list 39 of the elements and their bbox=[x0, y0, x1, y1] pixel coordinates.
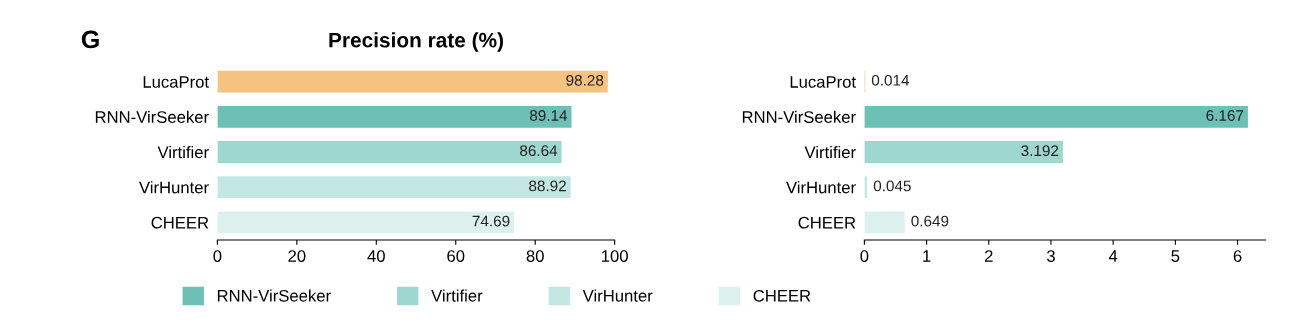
legend-label: VirHunter bbox=[582, 289, 653, 302]
x-tick-label: 0 bbox=[213, 250, 222, 262]
x-tick-label: 1 bbox=[923, 250, 931, 262]
data-label: 86.64 bbox=[520, 145, 558, 157]
x-tick-label: 40 bbox=[367, 250, 385, 262]
y-tick-label: CHEER bbox=[151, 216, 209, 229]
legend-label: Virtifier bbox=[431, 289, 483, 302]
x-tick-label: 5 bbox=[1171, 250, 1180, 262]
y-tick-label: LucaProt bbox=[143, 76, 209, 88]
y-tick-label: CHEER bbox=[798, 216, 856, 229]
text: G bbox=[81, 30, 99, 49]
chart-title: Precision rate (%) bbox=[329, 32, 503, 52]
data-label: 88.92 bbox=[529, 180, 566, 192]
x-tick-label: 2 bbox=[984, 250, 993, 262]
data-label: 0.045 bbox=[873, 180, 911, 192]
y-tick-label: Virtifier bbox=[157, 145, 209, 159]
x-tick-label: 60 bbox=[447, 250, 465, 262]
x-tick-label: 100 bbox=[602, 250, 628, 262]
data-label: 89.14 bbox=[529, 110, 568, 121]
y-tick-label: RNN-VirSeeker bbox=[95, 110, 209, 123]
y-tick-label: RNN-VirSeeker bbox=[742, 110, 856, 123]
legend-label: RNN-VirSeeker bbox=[217, 289, 331, 302]
y-tick-label: Virtifier bbox=[804, 145, 856, 159]
x-tick-label: 3 bbox=[1046, 250, 1055, 262]
x-tick-label: 20 bbox=[288, 250, 306, 262]
data-label: 6.167 bbox=[1206, 110, 1244, 121]
x-tick-label: 6 bbox=[1233, 250, 1242, 262]
y-tick-label: VirHunter bbox=[786, 181, 856, 194]
legend-label: CHEER bbox=[753, 289, 811, 302]
data-label: 0.014 bbox=[871, 74, 910, 86]
x-tick-label: 0 bbox=[860, 250, 869, 262]
y-tick-label: VirHunter bbox=[139, 181, 209, 194]
data-label: 0.649 bbox=[911, 215, 949, 227]
data-label: 74.69 bbox=[472, 215, 510, 227]
data-label: 98.28 bbox=[566, 74, 604, 86]
x-tick-label: 4 bbox=[1108, 250, 1118, 262]
data-label: 3.192 bbox=[1021, 145, 1059, 157]
x-tick-label: 80 bbox=[526, 250, 544, 262]
y-tick-label: LucaProt bbox=[790, 76, 856, 88]
